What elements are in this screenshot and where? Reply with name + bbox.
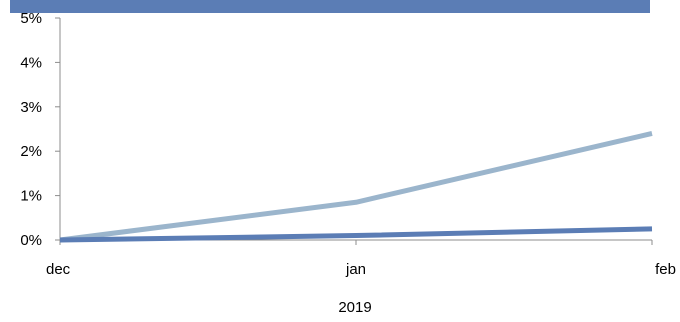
y-tick-label: 5% [20,10,42,27]
y-axis: 0% 1% 2% 3% 4% 5% [20,10,61,249]
y-tick-label: 1% [20,188,42,205]
series-line-2 [59,226,653,243]
y-tick-label: 4% [20,54,42,71]
y-tick-label: 0% [20,232,42,249]
series-line-1 [59,131,653,243]
x-axis-title: 2019 [338,299,371,316]
y-tick-label: 2% [20,143,42,160]
series-lines [59,131,653,243]
y-tick-label: 3% [20,99,42,116]
top-band [10,0,650,13]
x-tick-label: jan [345,261,366,278]
x-axis: dec jan feb [46,239,676,278]
x-tick-label: feb [655,261,676,278]
x-tick-label: dec [46,261,71,278]
